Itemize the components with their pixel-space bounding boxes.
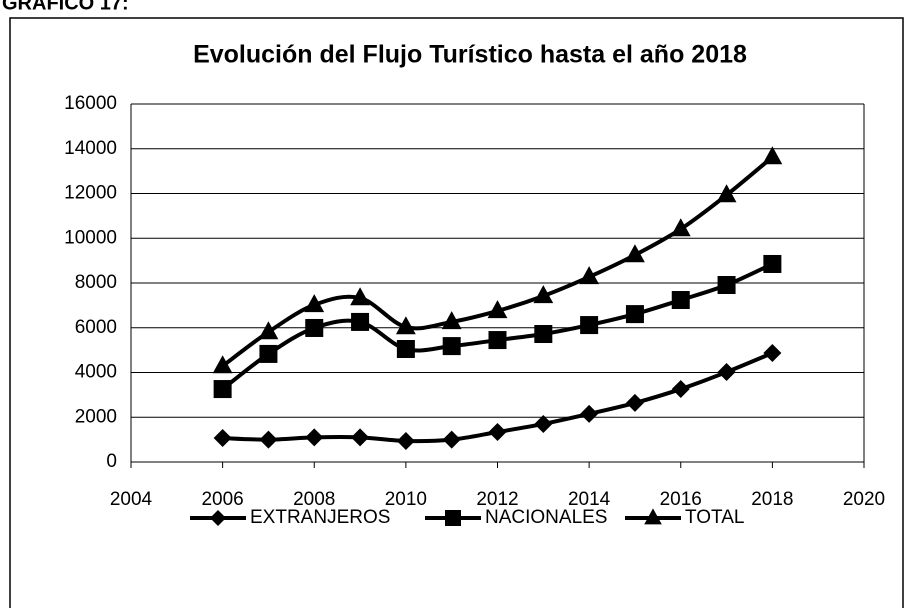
y-tick-label: 14000 xyxy=(64,138,117,159)
marker xyxy=(625,393,644,412)
marker xyxy=(396,340,415,359)
legend-marker xyxy=(644,508,662,525)
marker xyxy=(213,380,232,399)
marker xyxy=(259,430,278,449)
x-tick-label: 2006 xyxy=(201,489,243,510)
marker xyxy=(395,316,416,335)
x-tick-label: 2020 xyxy=(843,489,885,510)
x-tick-label: 2016 xyxy=(660,489,702,510)
y-tick-label: 4000 xyxy=(75,362,117,383)
x-tick-label: 2008 xyxy=(293,489,335,510)
y-tick-label: 12000 xyxy=(64,183,117,204)
x-tick-label: 2004 xyxy=(110,489,153,510)
y-tick-label: 10000 xyxy=(64,227,117,248)
x-tick-label: 2010 xyxy=(385,489,427,510)
marker xyxy=(305,318,324,337)
x-tick-label: 2018 xyxy=(751,489,793,510)
marker xyxy=(212,355,233,374)
marker xyxy=(670,218,691,237)
marker xyxy=(671,380,690,399)
marker xyxy=(396,431,415,450)
marker xyxy=(717,363,736,382)
marker xyxy=(671,291,690,310)
legend-marker xyxy=(210,510,226,526)
y-tick-label: 16000 xyxy=(64,93,117,114)
marker xyxy=(488,331,507,350)
marker xyxy=(351,428,370,447)
marker xyxy=(488,423,507,442)
marker xyxy=(763,344,782,363)
marker xyxy=(534,325,553,344)
marker xyxy=(762,146,783,165)
marker xyxy=(350,287,370,306)
legend-marker xyxy=(445,510,461,526)
marker xyxy=(717,276,736,295)
legend-label: NACIONALES xyxy=(485,507,607,528)
marker xyxy=(441,311,462,330)
marker xyxy=(442,430,461,449)
marker xyxy=(580,316,599,335)
legend-label: TOTAL xyxy=(685,507,744,528)
marker xyxy=(625,244,645,263)
marker xyxy=(487,300,508,319)
marker xyxy=(258,321,279,340)
marker xyxy=(534,414,553,433)
marker xyxy=(625,305,644,324)
marker xyxy=(533,285,554,304)
y-tick-label: 2000 xyxy=(75,406,117,427)
marker xyxy=(305,428,324,447)
marker xyxy=(304,294,325,313)
marker xyxy=(259,344,278,363)
x-tick-label: 2012 xyxy=(476,489,518,510)
x-tick-label: 2014 xyxy=(568,489,611,510)
marker xyxy=(579,266,600,285)
marker xyxy=(763,254,782,273)
marker xyxy=(716,184,737,203)
legend-label: EXTRANJEROS xyxy=(250,507,390,528)
marker xyxy=(442,337,461,356)
caption: GRAFICO 17: xyxy=(2,0,129,14)
y-tick-label: 8000 xyxy=(75,272,117,293)
y-tick-label: 0 xyxy=(106,451,117,472)
marker xyxy=(351,312,370,331)
chart-frame xyxy=(9,17,904,608)
marker xyxy=(213,429,232,448)
marker xyxy=(580,404,599,423)
y-tick-label: 6000 xyxy=(75,317,117,338)
chart-title: Evolución del Flujo Turístico hasta el a… xyxy=(193,41,747,69)
